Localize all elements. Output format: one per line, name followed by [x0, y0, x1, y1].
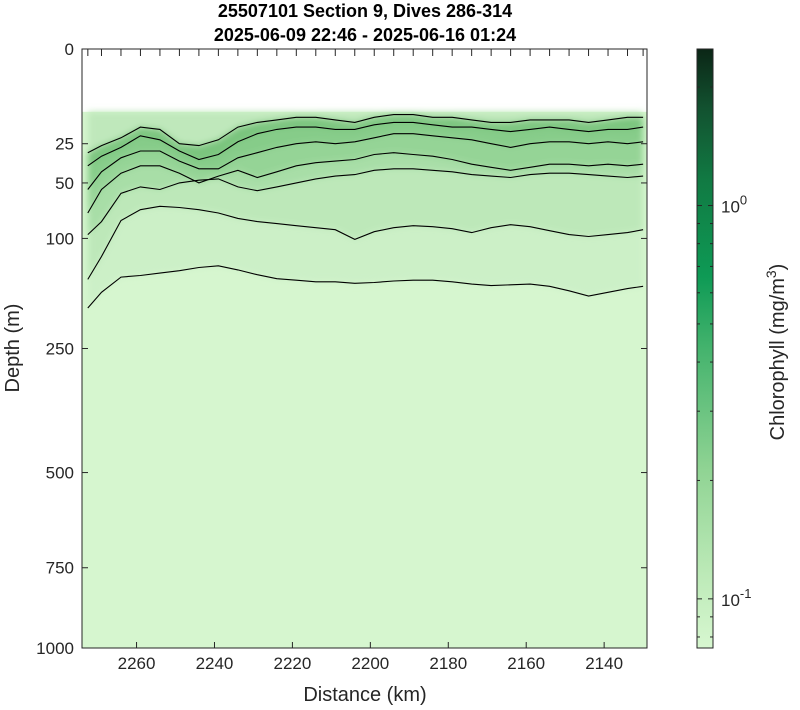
colorbar-tick-exponent: 0 [740, 193, 747, 208]
dive-position-ticks [87, 49, 644, 56]
contour-line-1 [87, 205, 644, 280]
fill-band-5 [87, 114, 644, 166]
colorbar-tick-base: 10 [721, 198, 740, 217]
colorbar [696, 48, 714, 649]
x-tick-label: 2200 [351, 654, 389, 673]
y-tick-label: 50 [55, 174, 74, 193]
fill-band-3 [87, 133, 644, 213]
chart-title-line2: 2025-06-09 22:46 - 2025-06-16 01:24 [214, 25, 516, 45]
colorbar-tick-base: 10 [721, 591, 740, 610]
x-tick-label: 2180 [429, 654, 467, 673]
x-tick-label: 2160 [507, 654, 545, 673]
colorbar-tick-exponent: -1 [740, 586, 752, 601]
fill-band-0 [87, 206, 644, 308]
x-tick-label: 2260 [118, 654, 156, 673]
colorbar-label-prefix: Chlorophyll (mg/m [767, 278, 789, 440]
x-axis: 2260 2240 2220 2200 2180 2160 2140 [118, 642, 623, 673]
x-tick-label: 2240 [196, 654, 234, 673]
fill-band-2 [87, 152, 644, 235]
chart-title-line1: 25507101 Section 9, Dives 286-314 [218, 1, 512, 21]
x-tick-label: 2220 [273, 654, 311, 673]
contour-line-2 [87, 168, 644, 235]
fill-band-1 [87, 168, 644, 280]
colorbar-label-sup: 3 [763, 270, 779, 278]
x-axis-label: Distance (km) [303, 684, 426, 706]
contour-line-6 [87, 114, 644, 154]
contour-line-0 [87, 265, 644, 309]
contour-lines [87, 114, 644, 309]
contour-line-3 [87, 152, 644, 214]
contour-line-4 [87, 133, 644, 190]
chlorophyll-fill [82, 111, 647, 648]
y-tick-label: 100 [46, 229, 74, 248]
colorbar-tick-label: 100 [721, 193, 747, 217]
y-tick-label: 250 [46, 340, 74, 359]
y-tick-label: 1000 [36, 639, 74, 658]
colorbar-label-suffix: ) [767, 264, 789, 271]
y-axis-label: Depth (m) [2, 304, 24, 393]
y-tick-label: 25 [55, 135, 74, 154]
colorbar-label: Chlorophyll (mg/m3) [763, 264, 789, 441]
colorbar-tick-label: 10-1 [721, 586, 751, 610]
fill-band-4 [87, 122, 644, 190]
x-tick-label: 2140 [585, 654, 623, 673]
y-axis: 0 25 50 100 250 500 750 1000 [36, 40, 647, 658]
y-tick-label: 750 [46, 559, 74, 578]
y-tick-label: 0 [65, 40, 74, 59]
y-tick-label: 500 [46, 464, 74, 483]
contour-line-5 [87, 121, 644, 167]
